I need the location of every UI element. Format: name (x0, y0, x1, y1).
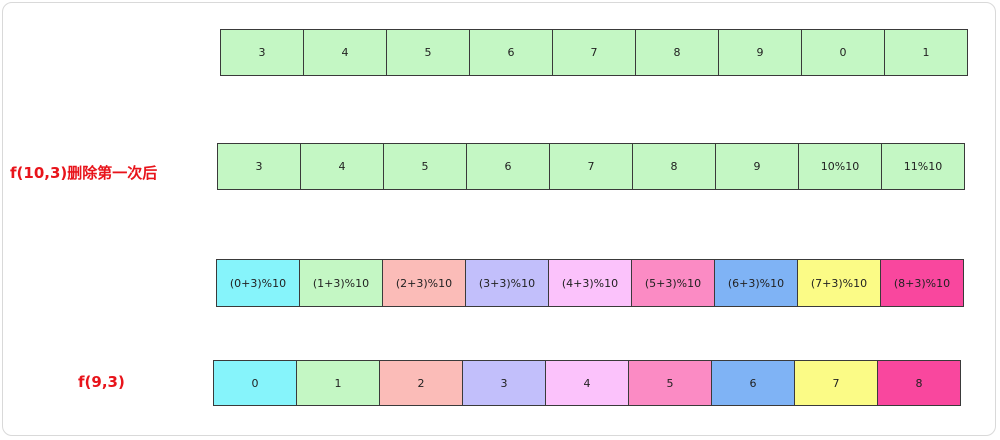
array-cell: 4 (545, 360, 629, 406)
array-cell: 3 (217, 143, 301, 190)
array-cell: 7 (794, 360, 878, 406)
array-cell: 6 (711, 360, 795, 406)
array-cell: (2+3)%10 (382, 259, 466, 307)
array-cell: 7 (549, 143, 633, 190)
array-cell: 6 (466, 143, 550, 190)
array-cell: (5+3)%10 (631, 259, 715, 307)
array-cell: 3 (462, 360, 546, 406)
array-cell: 5 (628, 360, 712, 406)
array-cell: (4+3)%10 (548, 259, 632, 307)
array-cell: (3+3)%10 (465, 259, 549, 307)
array-cell: 5 (383, 143, 467, 190)
array-cell: 2 (379, 360, 463, 406)
array-cell: 0 (213, 360, 297, 406)
array-row-3: (0+3)%10 (1+3)%10 (2+3)%10 (3+3)%10 (4+3)%10… (216, 259, 964, 307)
array-cell: 7 (552, 29, 636, 76)
array-cell: 8 (877, 360, 961, 406)
array-cell: 4 (303, 29, 387, 76)
array-cell: 1 (884, 29, 968, 76)
array-cell: 5 (386, 29, 470, 76)
array-cell: (7+3)%10 (797, 259, 881, 307)
array-cell: (0+3)%10 (216, 259, 300, 307)
array-cell: 10%10 (798, 143, 882, 190)
array-row-2: 3 4 5 6 7 8 9 10%10 11%10 (217, 143, 965, 190)
array-cell: 9 (718, 29, 802, 76)
array-cell: (1+3)%10 (299, 259, 383, 307)
array-cell: 3 (220, 29, 304, 76)
array-cell: 9 (715, 143, 799, 190)
array-cell: 6 (469, 29, 553, 76)
array-cell: (8+3)%10 (880, 259, 964, 307)
array-cell: 1 (296, 360, 380, 406)
label-after-first-delete: f(10,3)删除第一次后 (10, 164, 158, 182)
array-cell: 0 (801, 29, 885, 76)
array-cell: 4 (300, 143, 384, 190)
array-cell: (6+3)%10 (714, 259, 798, 307)
array-cell: 11%10 (881, 143, 965, 190)
array-cell: 8 (632, 143, 716, 190)
label-f-9-3: f(9,3) (78, 373, 125, 391)
array-cell: 8 (635, 29, 719, 76)
